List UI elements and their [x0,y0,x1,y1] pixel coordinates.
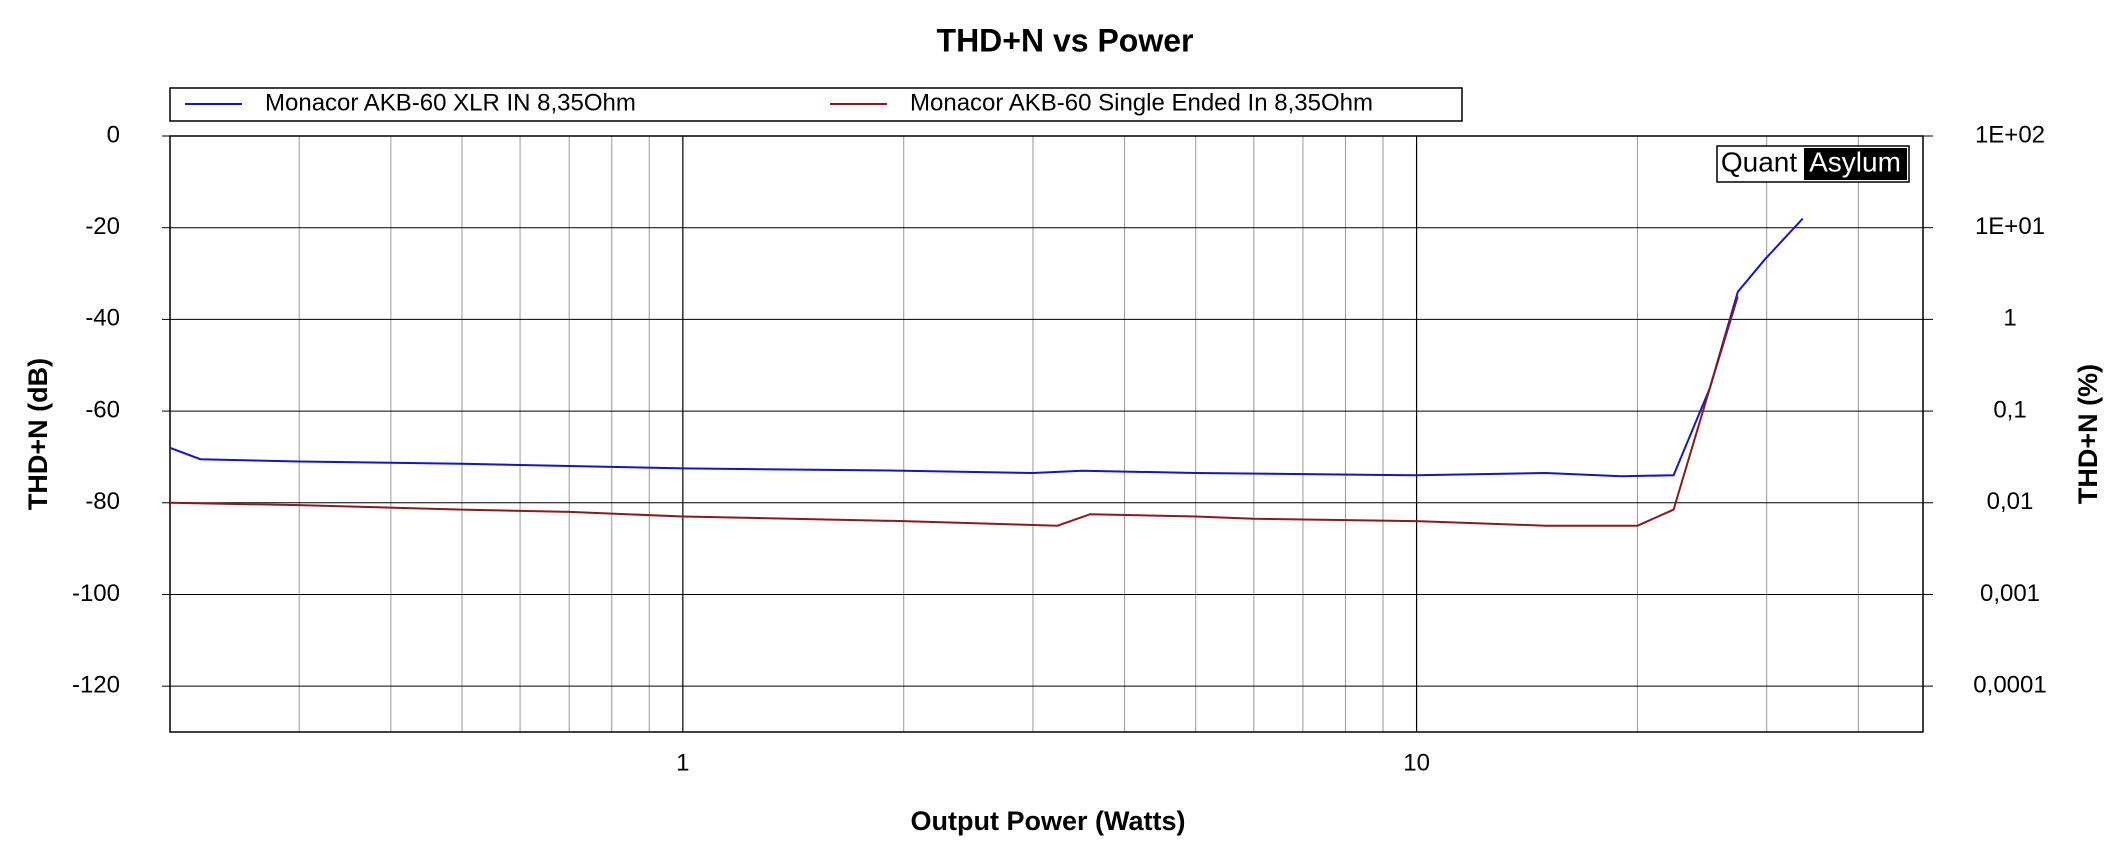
y-axis-label: THD+N (dB) [23,358,53,510]
chart-title: THD+N vs Power [937,22,1194,58]
legend-label: Monacor AKB-60 Single Ended In 8,35Ohm [910,89,1373,116]
y2-tick-label: 0,1 [1993,396,2026,423]
x-tick-label: 1 [676,749,689,776]
y2-tick-label: 1 [2003,305,2016,332]
y2-tick-label: 0,01 [1987,488,2034,515]
y-tick-label: -120 [72,671,120,698]
legend-box [169,87,1463,122]
y2-tick-label: 1E+02 [1975,121,2045,148]
x-tick-label: 10 [1403,749,1430,776]
x-axis-label: Output Power (Watts) [911,806,1186,836]
logo-dark [1804,148,1907,180]
series-line [169,217,1804,478]
logo-right: Asylum [1809,146,1901,177]
y-tick-label: -100 [72,580,120,607]
y-tick-label: -80 [85,488,120,515]
y-tick-label: -60 [85,396,120,423]
y2-axis-label: THD+N (%) [2073,364,2103,504]
y2-tick-label: 0,001 [1980,580,2040,607]
y-tick-label: -20 [85,213,120,240]
legend-label: Monacor AKB-60 XLR IN 8,35Ohm [265,89,636,116]
y2-tick-label: 1E+01 [1975,213,2045,240]
plot-frame [169,135,1924,733]
logo-left: Quant [1721,146,1797,177]
y-tick-label: -40 [85,305,120,332]
y-tick-label: 0 [107,121,120,148]
y2-tick-label: 0,0001 [1973,671,2046,698]
series-line [169,296,1739,527]
